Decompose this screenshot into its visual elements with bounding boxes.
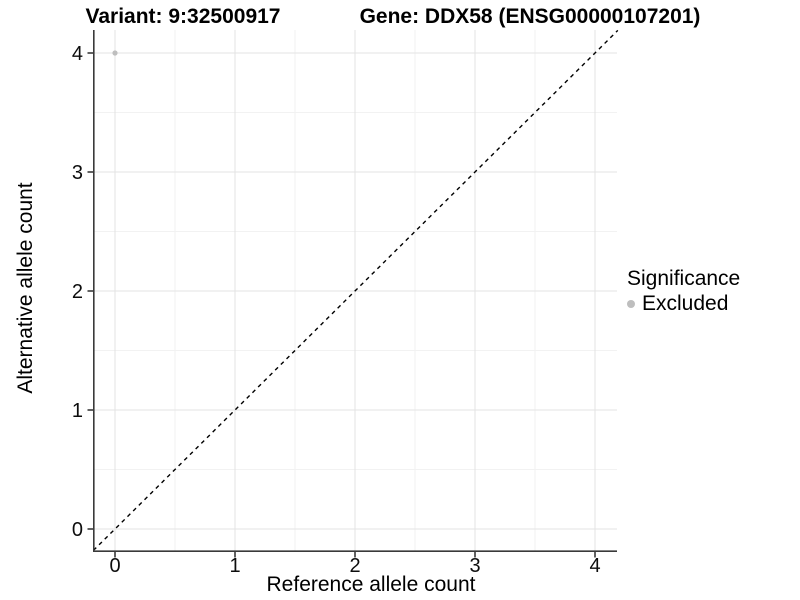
variant-title: Variant: 9:32500917: [85, 5, 281, 28]
x-tick-label: 0: [109, 555, 120, 577]
y-tick-label: 2: [72, 281, 83, 303]
identity-line: [92, 29, 619, 551]
plot-panel: 0 1 2 3 4 0 1 2 3 4: [72, 29, 619, 577]
legend: Significance Excluded: [627, 267, 740, 315]
excluded-point-icon: [627, 299, 635, 308]
x-tick-label: 2: [349, 555, 360, 577]
x-axis-title: Reference allele count: [266, 573, 476, 596]
gene-title: Gene: DDX58 (ENSG00000107201): [359, 5, 701, 28]
data-point: [112, 50, 118, 56]
legend-item-label: Excluded: [642, 292, 729, 315]
y-axis-title: Alternative allele count: [14, 182, 37, 394]
y-tick-label: 1: [72, 400, 83, 422]
x-tick-label: 1: [229, 555, 240, 577]
legend-item-excluded: Excluded: [627, 292, 740, 315]
y-tick-label: 0: [72, 519, 83, 541]
x-tick-label: 3: [469, 555, 480, 577]
legend-title: Significance: [627, 267, 741, 290]
x-tick-label: 4: [589, 555, 600, 577]
y-tick-label: 3: [72, 162, 83, 184]
y-tick-label: 4: [72, 43, 83, 65]
